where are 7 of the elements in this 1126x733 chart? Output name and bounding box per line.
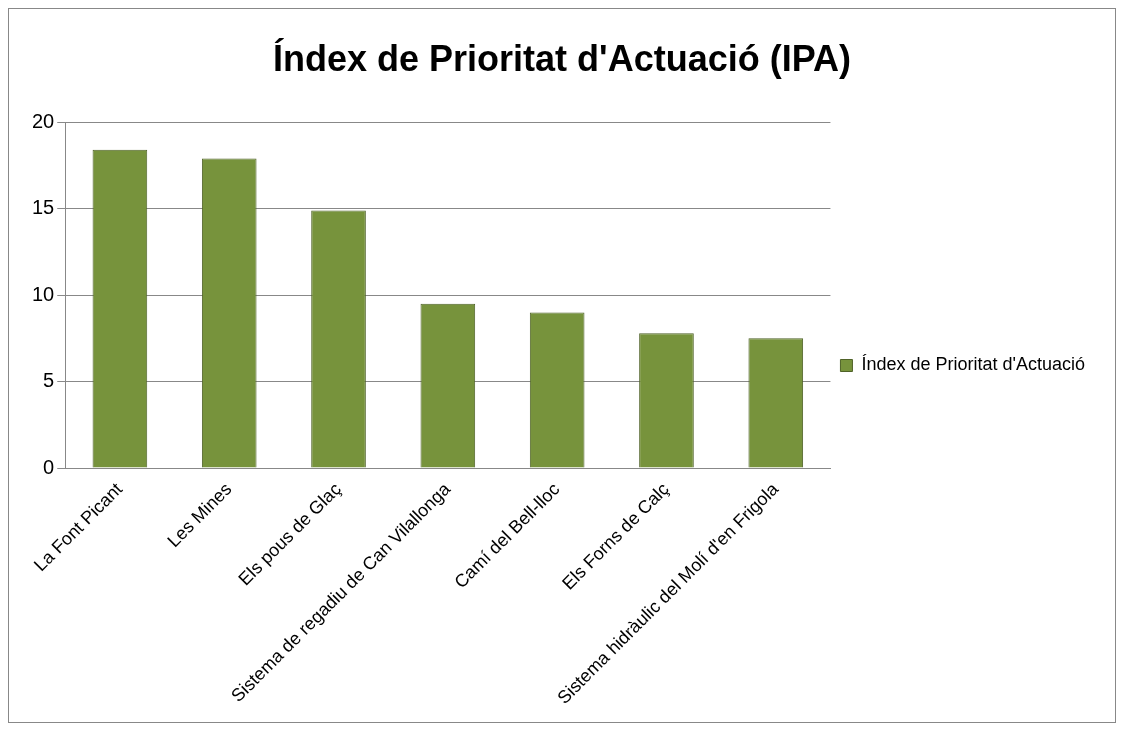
legend-label: Índex de Prioritat d'Actuació (861, 354, 1085, 375)
y-tick-label: 5 (43, 369, 55, 392)
chart-title: Índex de Prioritat d'Actuació (IPA) (273, 37, 851, 79)
y-tick-label: 0 (43, 455, 55, 478)
y-tick-label: 10 (32, 282, 55, 305)
y-tick-label: 20 (32, 109, 55, 132)
y-tick-label: 15 (32, 196, 55, 219)
